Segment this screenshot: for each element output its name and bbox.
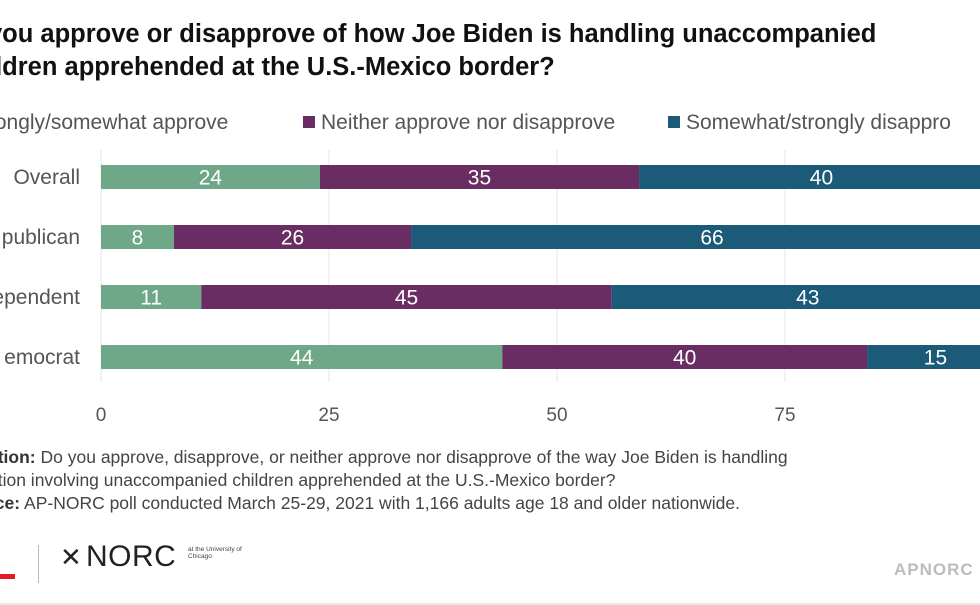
data-label: 26	[281, 227, 304, 250]
data-label: 66	[700, 227, 723, 250]
data-label: 24	[199, 167, 223, 190]
legend-swatch	[668, 116, 680, 128]
question-label: stion:	[0, 447, 36, 467]
question-text-line-2: ation involving unaccompanied children a…	[0, 470, 616, 490]
data-label: 11	[140, 287, 162, 310]
bar-segment	[611, 285, 980, 309]
bar-segment	[201, 285, 612, 309]
ap-logo-bar	[0, 574, 15, 579]
legend-label: Strongly/somewhat approve	[0, 111, 229, 134]
star-icon: ✕	[60, 542, 82, 572]
data-label: 45	[395, 287, 418, 310]
bar-segment	[101, 285, 202, 309]
source-note: rce: AP-NORC poll conducted March 25-29,…	[0, 492, 980, 515]
legend-label: Neither approve nor disapprove	[321, 111, 616, 134]
ap-logo: P	[0, 540, 16, 579]
bar-segment	[173, 225, 412, 249]
logo-divider	[38, 545, 39, 583]
data-label: 35	[468, 167, 491, 190]
question-text-line-1: Do you approve, disapprove, or neither a…	[40, 447, 788, 467]
bar-segment	[101, 225, 174, 249]
category-label: emocrat	[4, 346, 80, 369]
x-tick-label: 25	[318, 405, 339, 426]
source-text: AP-NORC poll conducted March 25-29, 2021…	[24, 493, 741, 513]
bar-segment	[411, 225, 980, 249]
bar-segment	[639, 165, 980, 189]
bar-segment	[101, 345, 503, 369]
data-label: 40	[673, 347, 696, 370]
stacked-bar-chart: Overall 24 35 40 publican 8 26 66 ependent 11 45 43…	[0, 150, 980, 426]
bar-segment	[502, 345, 868, 369]
data-label: 44	[290, 347, 314, 370]
x-tick-label: 75	[774, 405, 795, 426]
category-label: ependent	[0, 286, 80, 309]
data-label: 15	[924, 347, 947, 370]
data-label: 8	[132, 227, 144, 250]
data-label: 40	[810, 167, 833, 190]
bottom-rule	[0, 603, 980, 605]
bar-segment	[319, 165, 640, 189]
x-tick-label: 0	[96, 405, 107, 426]
legend-label: Somewhat/strongly disappro	[686, 111, 951, 134]
chart-notes: stion: Do you approve, disapprove, or ne…	[0, 446, 980, 515]
bar-segment	[867, 345, 980, 369]
norc-logo-text: NORC	[86, 540, 177, 573]
chart-title-line-2: ildren apprehended at the U.S.-Mexico bo…	[0, 53, 555, 81]
legend-swatch	[303, 116, 315, 128]
apnorc-watermark: APNORC	[894, 560, 974, 579]
source-label: rce:	[0, 493, 21, 513]
bar-segment	[101, 165, 320, 189]
category-label: publican	[2, 226, 80, 249]
chart-title-line-1: you approve or disapprove of how Joe Bid…	[0, 20, 877, 48]
x-tick-label: 50	[546, 405, 567, 426]
norc-logo-subtitle: at the University of Chicago	[188, 546, 242, 560]
chart-title: you approve or disapprove of how Joe Bid…	[0, 18, 978, 84]
category-label: Overall	[13, 166, 80, 189]
question-note: stion: Do you approve, disapprove, or ne…	[0, 446, 980, 469]
data-label: 43	[796, 287, 819, 310]
